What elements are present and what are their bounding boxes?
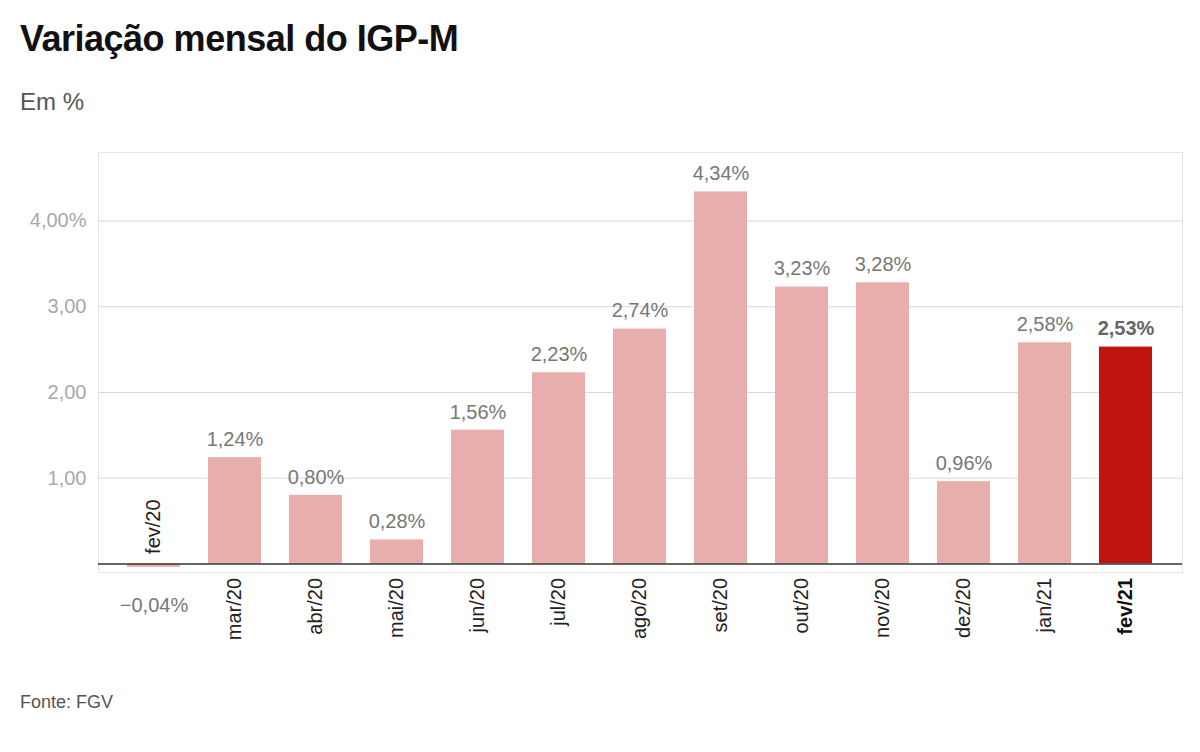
svg-text:3,28%: 3,28% <box>855 253 912 275</box>
svg-text:set/20: set/20 <box>709 578 731 632</box>
svg-text:dez/20: dez/20 <box>952 578 974 638</box>
svg-text:out/20: out/20 <box>790 578 812 634</box>
svg-text:ago/20: ago/20 <box>628 578 650 639</box>
svg-text:jul/20: jul/20 <box>547 578 569 627</box>
svg-text:3,23%: 3,23% <box>774 257 831 279</box>
html-text:Fonte: FGV: Fonte: FGV <box>20 692 113 712</box>
svg-text:0,80%: 0,80% <box>288 466 345 488</box>
svg-text:mai/20: mai/20 <box>385 578 407 638</box>
svg-text:1,56%: 1,56% <box>450 401 507 423</box>
svg-text:nov/20: nov/20 <box>871 578 893 638</box>
svg-text:−0,04%: −0,04% <box>120 594 189 616</box>
svg-text:4,34%: 4,34% <box>693 162 750 184</box>
svg-text:4,00%: 4,00% <box>30 209 87 231</box>
svg-text:2,23%: 2,23% <box>531 343 588 365</box>
svg-text:2,74%: 2,74% <box>612 299 669 321</box>
svg-text:fev/21: fev/21 <box>1114 578 1136 635</box>
svg-text:2,58%: 2,58% <box>1017 313 1074 335</box>
svg-text:2,00: 2,00 <box>48 381 87 403</box>
html-text:Variação mensal do IGP-M: Variação mensal do IGP-M <box>20 18 459 59</box>
svg-text:0,96%: 0,96% <box>936 452 993 474</box>
svg-text:jun/20: jun/20 <box>466 578 488 634</box>
svg-text:fev/20: fev/20 <box>142 499 164 553</box>
svg-text:0,28%: 0,28% <box>369 510 426 532</box>
svg-text:1,00: 1,00 <box>48 467 87 489</box>
svg-text:1,24%: 1,24% <box>207 428 264 450</box>
html-text:Em %: Em % <box>20 88 84 115</box>
svg-text:abr/20: abr/20 <box>304 578 326 635</box>
svg-text:3,00: 3,00 <box>48 295 87 317</box>
svg-text:jan/21: jan/21 <box>1033 578 1055 634</box>
svg-text:mar/20: mar/20 <box>223 578 245 640</box>
svg-text:2,53%: 2,53% <box>1098 317 1155 339</box>
